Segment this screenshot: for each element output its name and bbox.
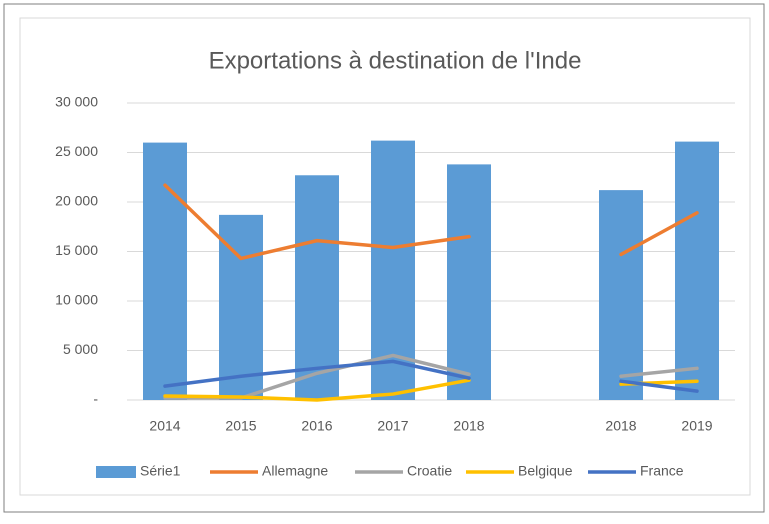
x-tick-label: 2016 [301,418,332,434]
y-tick-label: 25 000 [55,143,98,159]
y-tick-label: 20 000 [55,193,98,209]
line [163,378,471,402]
line [619,366,699,378]
legend-label: France [640,463,684,479]
bar [447,164,491,400]
y-tick-label: 5 000 [63,341,98,357]
legend-label: Série1 [140,463,181,479]
chart-title: Exportations à destination de l'Inde [209,47,582,74]
x-tick-label: 2018 [453,418,484,434]
line [619,379,699,393]
line [163,183,471,261]
bar [675,141,719,401]
x-tick-label: 2015 [225,418,256,434]
line [163,359,471,388]
y-tick-label: 10 000 [55,292,98,308]
x-tick-label: 2017 [377,418,408,434]
x-tick-label: 2018 [605,418,636,434]
line [619,211,699,257]
x-tick-label: 2019 [681,418,712,434]
bar [295,175,339,400]
legend-label: Belgique [518,463,573,479]
legend-label: Croatie [407,463,452,479]
bar [599,190,643,400]
bar [143,142,187,400]
legend-label: Allemagne [262,463,328,479]
y-tick-label: - [93,391,98,407]
y-tick-label: 30 000 [55,94,98,110]
y-tick-label: 15 000 [55,242,98,258]
legend-swatch [96,466,136,478]
x-tick-label: 2014 [149,418,180,434]
